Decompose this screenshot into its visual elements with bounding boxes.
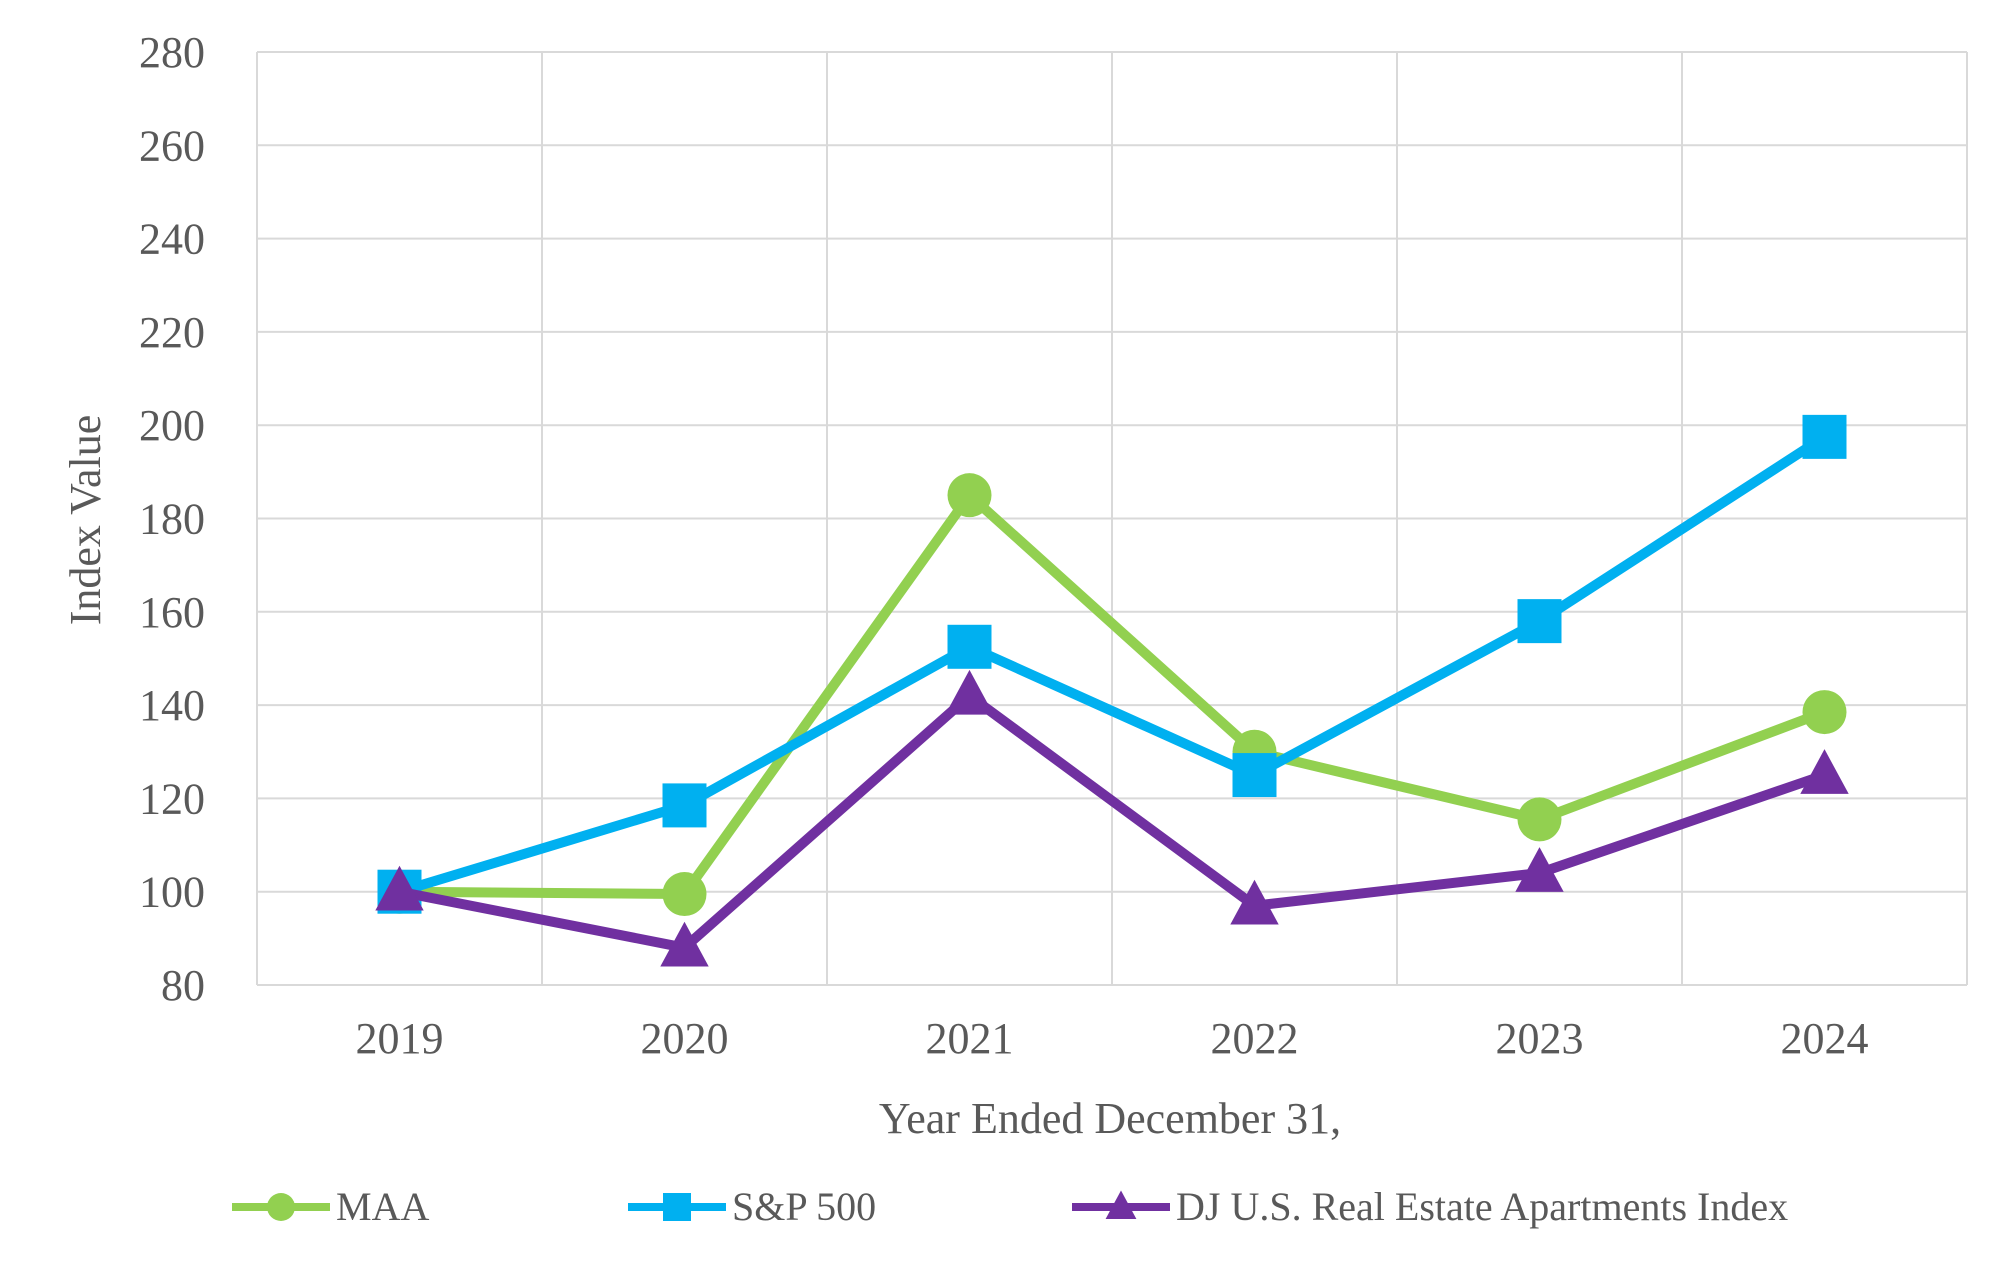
x-tick-label: 2021	[926, 1014, 1014, 1063]
y-tick-label: 100	[139, 868, 205, 917]
x-tick-label: 2023	[1496, 1014, 1584, 1063]
legend-item: DJ U.S. Real Estate Apartments Index	[1072, 1184, 1788, 1229]
gridlines	[256, 51, 1968, 986]
y-tick-label: 200	[139, 401, 205, 450]
data-point	[375, 865, 424, 911]
legend-label: DJ U.S. Real Estate Apartments Index	[1176, 1184, 1788, 1229]
data-point	[660, 921, 709, 967]
data-point	[1802, 690, 1847, 735]
data-point	[1517, 797, 1562, 842]
y-tick-label: 260	[139, 121, 205, 170]
data-point	[1802, 414, 1847, 459]
legend-marker	[1105, 1190, 1137, 1219]
axes: 80 100 120 140 160 180 200 220 240 260 280 2019 2020…	[139, 28, 1869, 1063]
data-point	[1230, 879, 1279, 925]
y-tick-label: 80	[161, 961, 205, 1010]
series-line	[394, 690, 1830, 953]
data-point	[1517, 599, 1562, 644]
x-tick-label: 2019	[356, 1014, 444, 1063]
legend: MAA S&P 500 DJ U.S. Real Estate Apartments…	[232, 1184, 1788, 1229]
data-point	[1232, 753, 1277, 798]
y-tick-label: 180	[139, 495, 205, 544]
data-point	[1800, 749, 1849, 794]
y-tick-label: 220	[139, 308, 205, 357]
x-tick-label: 2024	[1781, 1014, 1869, 1063]
legend-item: MAA	[232, 1184, 429, 1229]
series-line	[394, 490, 1830, 900]
y-tick-label: 240	[139, 215, 205, 264]
series-2	[375, 669, 1849, 967]
y-tick-label: 140	[139, 681, 205, 730]
data-point	[947, 624, 992, 669]
legend-marker	[663, 1193, 691, 1221]
x-tick-label: 2020	[641, 1014, 729, 1063]
legend-marker	[267, 1193, 295, 1221]
y-tick-label: 280	[139, 28, 205, 77]
x-axis-title: Year Ended December 31,	[879, 1094, 1341, 1143]
series-line	[394, 431, 1830, 897]
y-tick-label: 160	[139, 588, 205, 637]
data-point	[945, 669, 994, 715]
legend-label: S&P 500	[732, 1184, 876, 1229]
legend-item: S&P 500	[628, 1184, 876, 1229]
data-point	[662, 783, 707, 828]
data-point	[947, 473, 992, 518]
y-tick-label: 120	[139, 774, 205, 823]
data-point	[1515, 847, 1564, 892]
data-point	[662, 872, 707, 917]
x-tick-label: 2022	[1211, 1014, 1299, 1063]
legend-label: MAA	[336, 1184, 429, 1229]
y-axis-title: Index Value	[61, 415, 110, 626]
series	[375, 414, 1849, 967]
